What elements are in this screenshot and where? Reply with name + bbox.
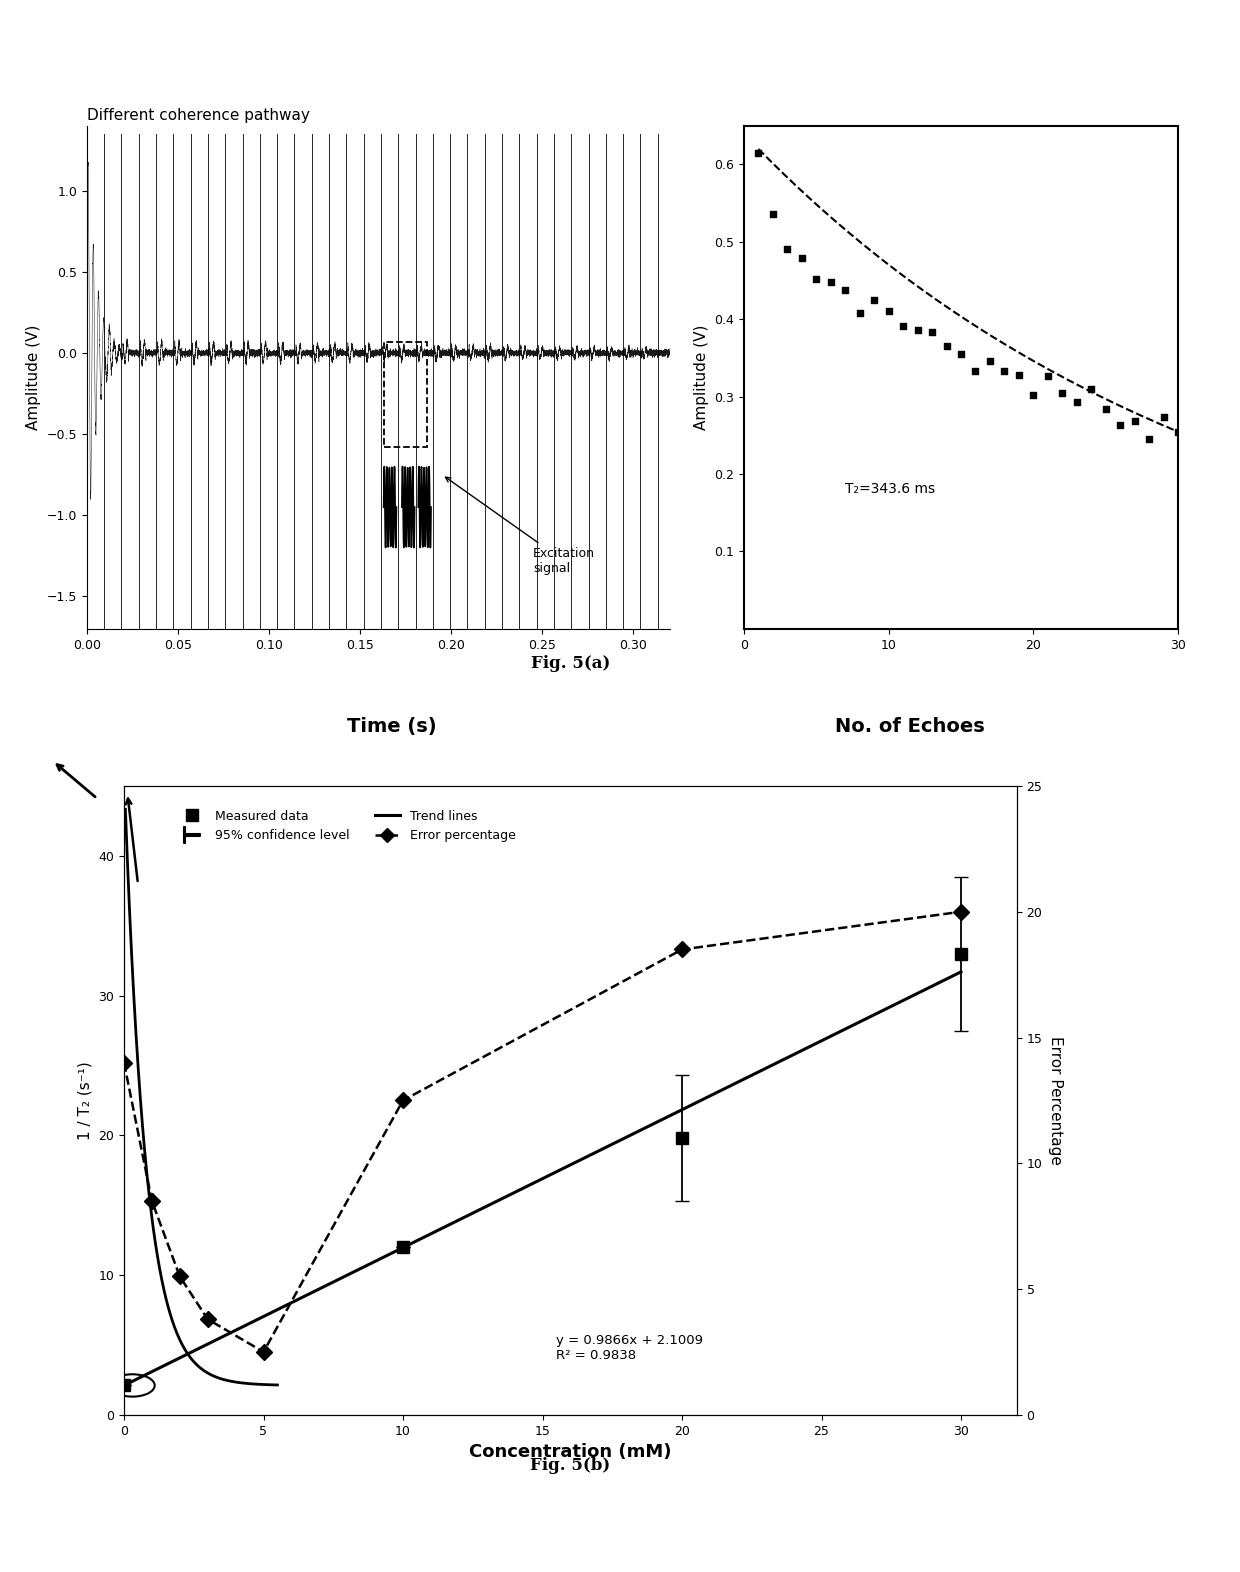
Point xyxy=(1066,390,1086,415)
Point xyxy=(1110,412,1130,437)
Text: T₂=343.6 ms: T₂=343.6 ms xyxy=(846,483,935,497)
Text: No. of Echoes: No. of Echoes xyxy=(835,717,985,736)
Legend: Measured data, 95% confidence level, Trend lines, Error percentage: Measured data, 95% confidence level, Tre… xyxy=(175,805,521,847)
Y-axis label: Error Percentage: Error Percentage xyxy=(1048,1036,1063,1165)
Text: Fig. 5(b): Fig. 5(b) xyxy=(531,1457,610,1475)
Y-axis label: 1 / T₂ (s⁻¹): 1 / T₂ (s⁻¹) xyxy=(78,1061,93,1140)
Text: Different coherence pathway: Different coherence pathway xyxy=(87,108,310,123)
Point xyxy=(1140,426,1159,451)
X-axis label: Concentration (mM): Concentration (mM) xyxy=(469,1443,672,1460)
Point xyxy=(951,341,971,366)
Point xyxy=(966,358,986,384)
Point xyxy=(936,333,956,358)
Point xyxy=(836,277,856,302)
Point xyxy=(849,300,869,325)
Y-axis label: Amplitude (V): Amplitude (V) xyxy=(26,324,41,431)
Text: Excitation
signal: Excitation signal xyxy=(445,478,595,575)
Point xyxy=(1081,376,1101,401)
Text: Time (s): Time (s) xyxy=(347,717,436,736)
Point xyxy=(806,266,826,291)
Point xyxy=(792,245,812,270)
Text: Fig. 5(a): Fig. 5(a) xyxy=(531,656,610,673)
Point xyxy=(1023,382,1043,407)
Point xyxy=(763,201,782,226)
Point xyxy=(821,269,841,294)
Y-axis label: Amplitude (V): Amplitude (V) xyxy=(693,324,709,431)
Point xyxy=(1125,409,1145,434)
Point xyxy=(923,319,942,344)
Point xyxy=(994,358,1014,384)
Point xyxy=(1053,380,1073,406)
Text: y = 0.9866x + 2.1009
R² = 0.9838: y = 0.9866x + 2.1009 R² = 0.9838 xyxy=(557,1335,703,1361)
Point xyxy=(864,288,884,313)
Point xyxy=(1153,404,1173,429)
Point xyxy=(893,314,913,340)
Point xyxy=(1009,363,1029,388)
Point xyxy=(980,349,999,374)
Point xyxy=(908,318,928,343)
Point xyxy=(1168,420,1188,445)
Point xyxy=(879,299,899,324)
Point xyxy=(749,140,769,165)
Point xyxy=(777,237,797,263)
Point xyxy=(1096,396,1116,421)
Point xyxy=(1038,363,1058,388)
